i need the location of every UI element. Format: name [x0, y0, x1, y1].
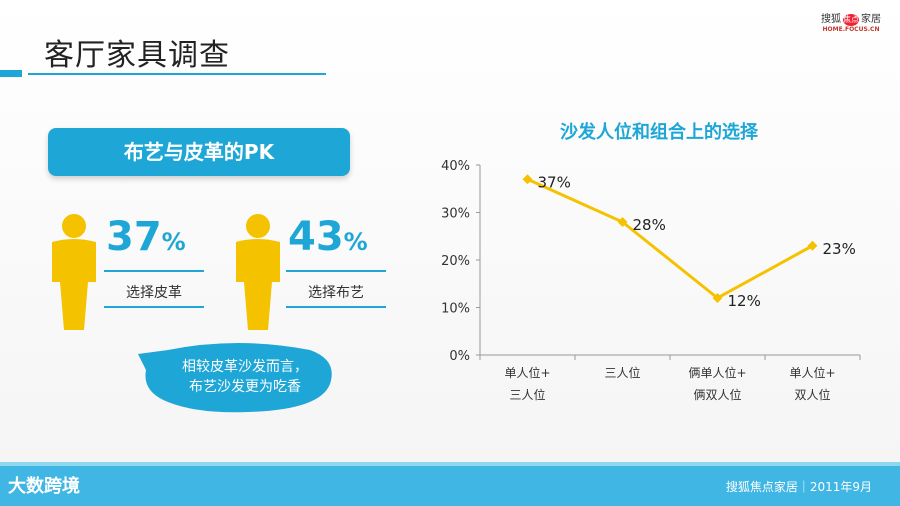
- data-point: [617, 217, 628, 227]
- person-icon: [52, 214, 96, 330]
- data-label: 37%: [538, 173, 571, 191]
- logo-cn-left: 搜狐: [821, 14, 841, 25]
- logo-en: HOME.FOCUS.CN: [822, 26, 880, 33]
- bubble-line-1: 相较皮革沙发而言，: [182, 359, 308, 375]
- x-tick-label: 三人位: [604, 365, 640, 380]
- data-label: 28%: [633, 216, 666, 234]
- leather-divider-bottom: [104, 306, 204, 308]
- bubble-line-2: 布艺沙发更为吃香: [189, 379, 301, 395]
- y-tick-label: 20%: [441, 254, 470, 269]
- data-point: [522, 174, 533, 185]
- leather-percent-value: 37: [106, 214, 162, 260]
- y-tick-label: 10%: [441, 302, 470, 317]
- data-point: [807, 240, 818, 251]
- chart-title: 沙发人位和组合上的选择: [560, 122, 758, 143]
- x-tick-label: 单人位+: [789, 365, 835, 380]
- fabric-percent: 43%: [288, 214, 368, 260]
- data-point: [712, 293, 723, 303]
- y-tick-label: 30%: [441, 207, 470, 222]
- fabric-percent-value: 43: [288, 214, 344, 260]
- x-tick-label: 双人位: [794, 387, 830, 402]
- series-line: [526, 177, 814, 300]
- fabric-divider-top: [286, 270, 386, 272]
- x-tick-label: 三人位: [509, 387, 545, 402]
- bubble-text: 相较皮革沙发而言， 布艺沙发更为吃香: [160, 357, 330, 397]
- leather-percent-sign: %: [161, 228, 186, 256]
- x-tick-label: 俩单人位+: [688, 365, 746, 380]
- footer-bar: [0, 466, 900, 506]
- footer-brand: 大数跨境: [8, 476, 80, 497]
- y-tick-label: 40%: [441, 159, 470, 174]
- data-label: 12%: [728, 292, 761, 310]
- page-title: 客厅家具调查: [44, 38, 230, 73]
- fabric-label: 选择布艺: [308, 285, 364, 301]
- leather-percent: 37%: [106, 214, 186, 260]
- x-tick-label: 俩双人位: [693, 387, 741, 402]
- fabric-percent-sign: %: [343, 228, 368, 256]
- data-label: 23%: [823, 240, 856, 258]
- speech-bubble: [138, 343, 332, 413]
- y-tick-label: 0%: [449, 349, 470, 364]
- leather-label: 选择皮革: [126, 285, 182, 301]
- footer-source: 搜狐焦点家居｜2011年9月: [725, 480, 872, 494]
- logo-cn: 搜狐 焦点 家居: [816, 14, 886, 26]
- title-accent-bar: [0, 70, 22, 77]
- fabric-divider-bottom: [286, 306, 386, 308]
- footer-top-stripe: [0, 462, 900, 466]
- person-icon: [236, 214, 280, 330]
- logo-cn-right: 家居: [861, 14, 881, 25]
- logo-cn-mid: 焦点: [843, 14, 859, 26]
- title-underline: [28, 73, 326, 75]
- leather-divider-top: [104, 270, 204, 272]
- x-tick-label: 单人位+: [504, 365, 550, 380]
- pk-title-box: 布艺与皮革的PK: [48, 128, 350, 176]
- brand-logo: 搜狐 焦点 家居 HOME.FOCUS.CN: [816, 14, 886, 33]
